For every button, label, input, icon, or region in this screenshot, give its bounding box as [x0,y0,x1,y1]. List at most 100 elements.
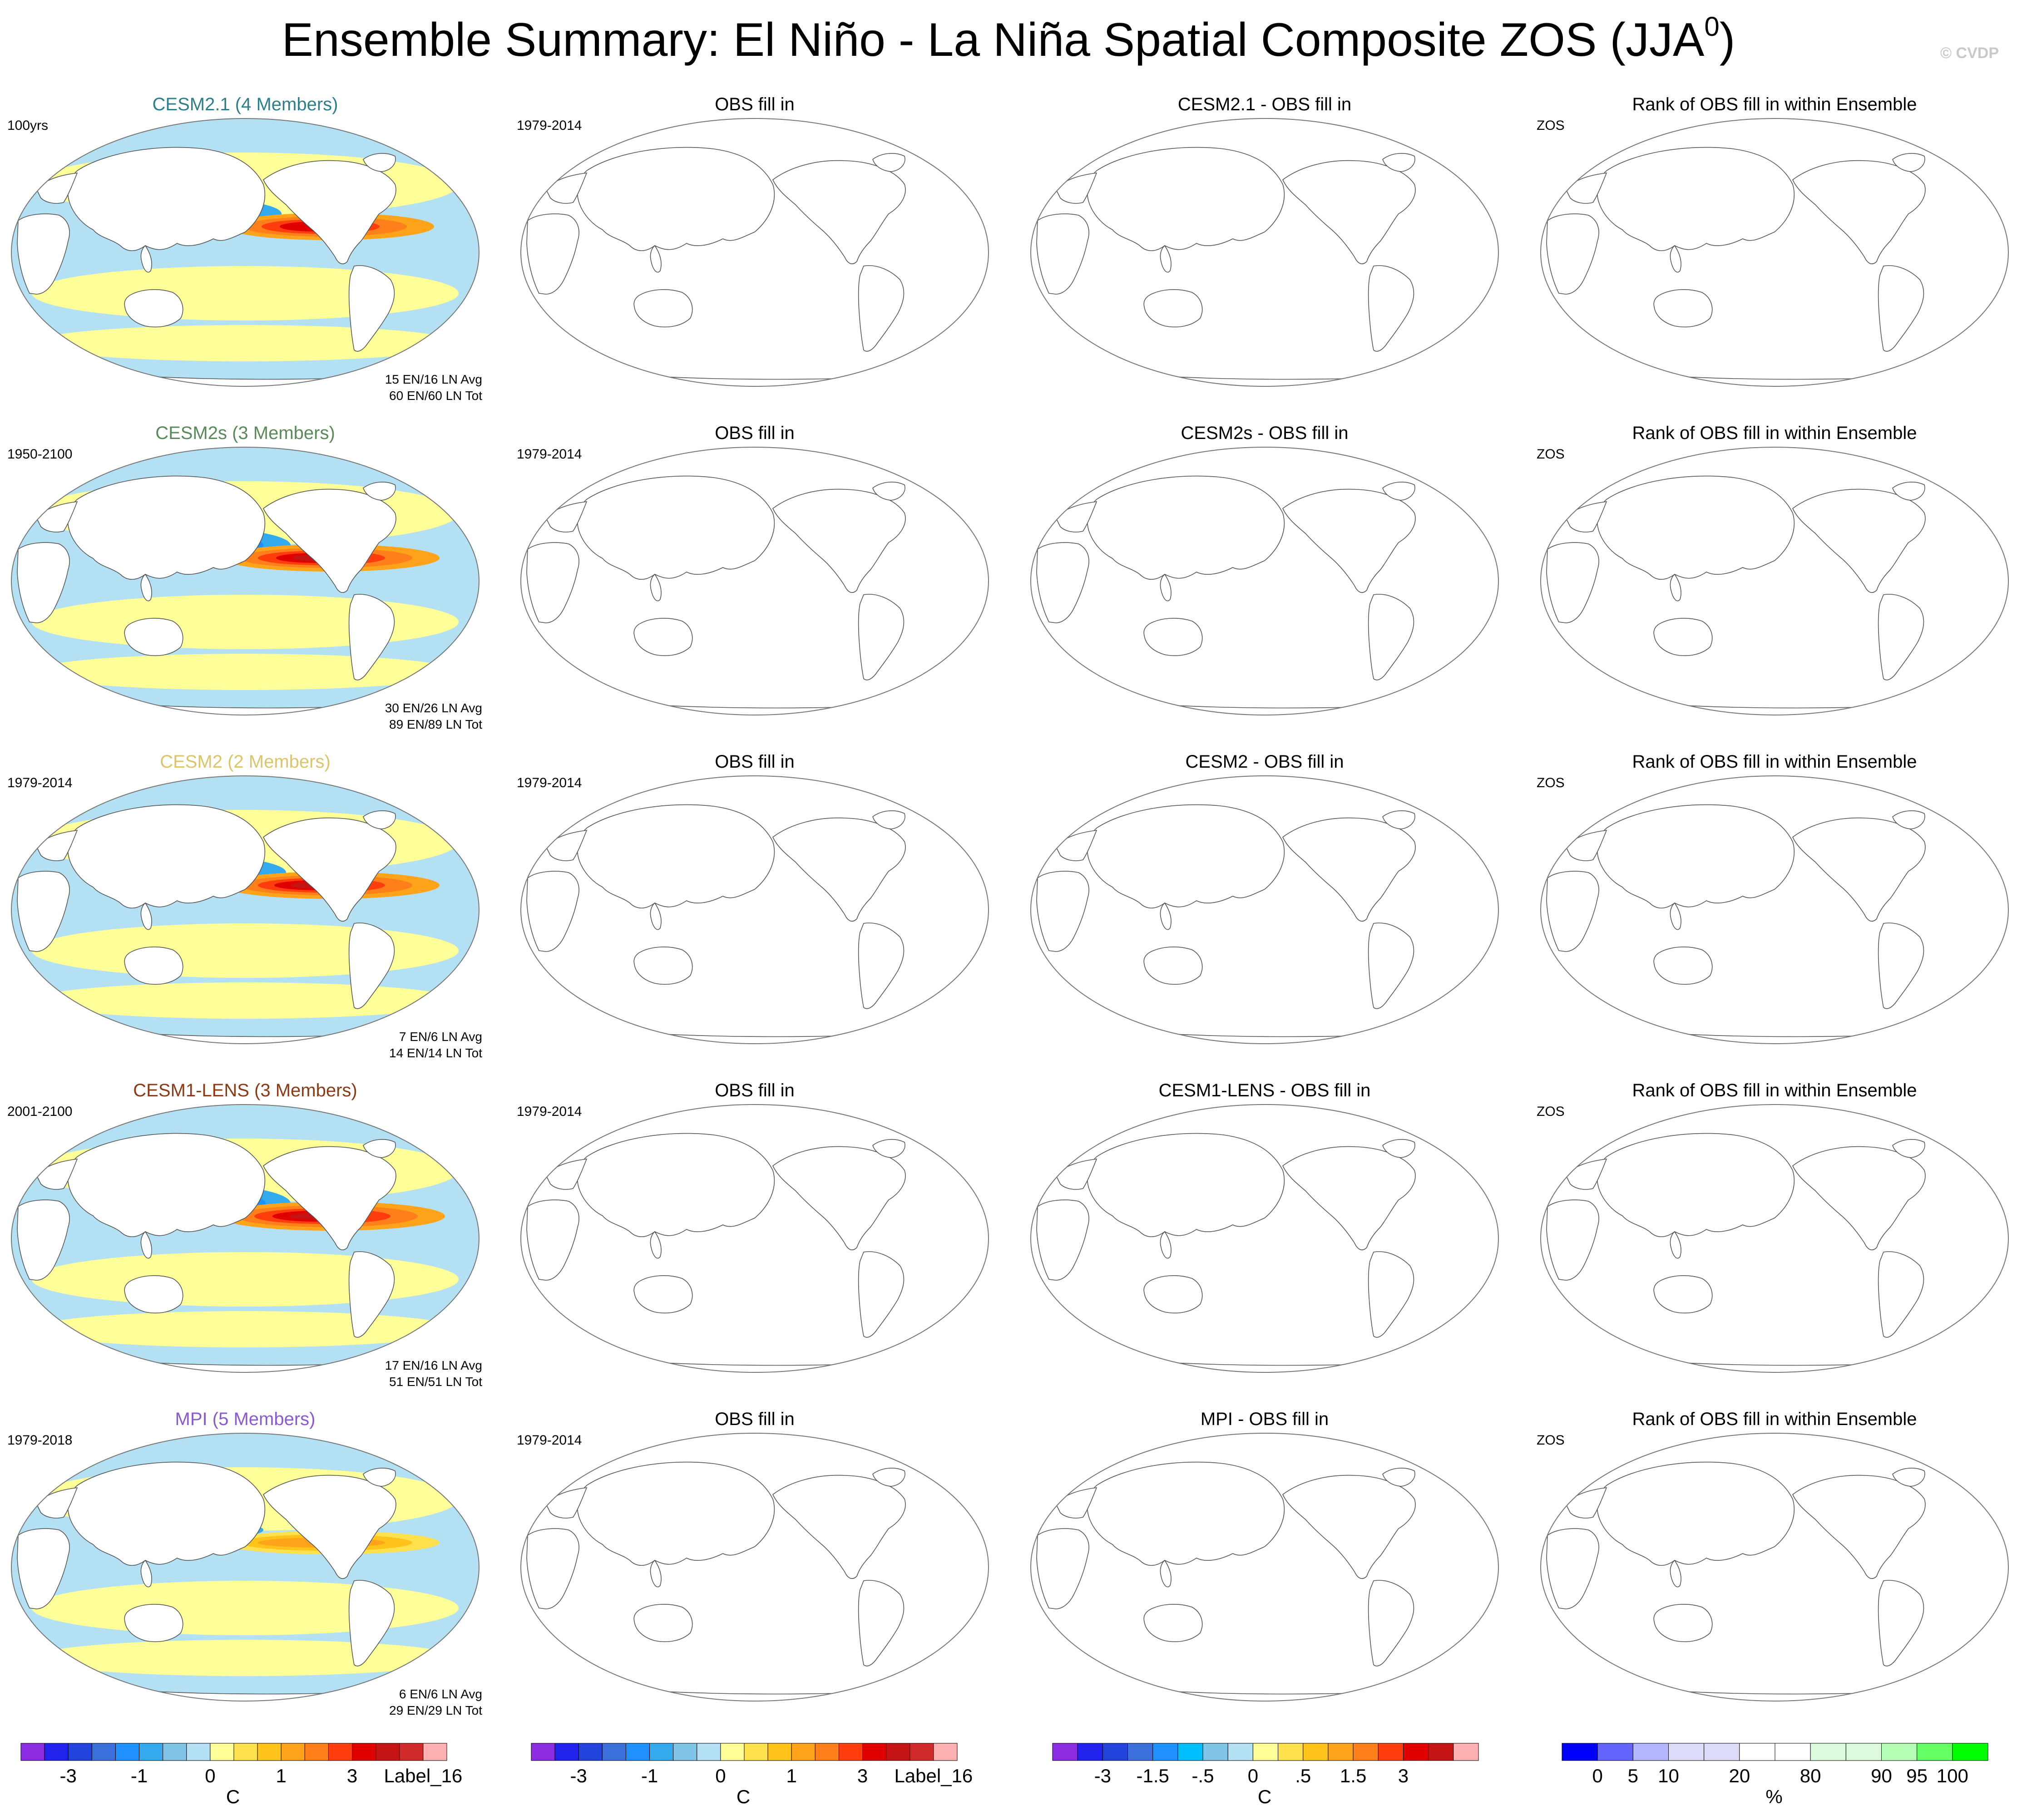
panel-diff-row-2: CESM2s - OBS fill in [1019,422,1510,745]
continent-asia [577,475,775,580]
colorbar-swatch [1102,1743,1128,1761]
panel-diff-row-5: MPI - OBS fill in [1019,1408,1510,1731]
colorbar-2: -3 -1 0 1 3 Label_16 C [530,1742,1021,1815]
event-count-total: 14 EN/14 LN Tot [389,1046,482,1060]
continent-southAmerica [858,1580,905,1667]
colorbar-swatch [281,1743,305,1761]
colorbar-swatch [1202,1743,1228,1761]
colorbar-tick-label: 0 [1247,1765,1259,1786]
cvdp-credit: © CVDP [1940,44,1999,62]
colorbar-swatch [933,1743,958,1761]
continent-southAmerica [1368,265,1414,352]
colorbar-swatch [791,1743,816,1761]
event-count-avg: 7 EN/6 LN Avg [399,1030,482,1044]
colorbar-swatch [886,1743,910,1761]
panel-title: Rank of OBS fill in within Ensemble [1632,752,1917,772]
panel-model-row-3: CESM2 (2 Members) 1979-2014 7 EN/6 LN Avg 1… [0,751,490,1073]
continent-africa [1036,1199,1089,1281]
continent-northAmerica [1792,1475,1926,1579]
continent-greenland [872,810,905,829]
continent-africa [17,871,70,952]
colorbar-swatch [1252,1743,1279,1761]
colorbar-swatches [20,1743,447,1761]
map-boundary [11,447,480,715]
empty-map [520,1433,989,1702]
colorbar-swatch [352,1743,376,1761]
panel-obs-row-2: OBS fill in 1979-2014 [509,422,1000,745]
continent-greenland [872,1139,905,1158]
panel-title: Rank of OBS fill in within Ensemble [1632,94,1917,114]
continent-indochina [140,245,152,273]
continent-greenland [1892,1139,1925,1158]
continent-australia [124,1275,183,1313]
continent-asia [1597,475,1795,580]
continent-indochina [140,1559,152,1588]
panel-period-label: 1979-2014 [517,1433,582,1448]
continent-australia [633,1275,693,1313]
continent-indochina [140,1231,152,1259]
colorbar-tick-label: 100 [1936,1765,1968,1786]
map-boundary [11,1433,480,1702]
continent-northAmerica [1792,160,1926,264]
continent-europe [1565,1159,1607,1190]
continent-europe [1055,173,1097,204]
continent-europe [36,830,78,861]
figure-title-close: ) [1719,14,1735,66]
panel-rank-row-4: Rank of OBS fill in within Ensemble ZOS [1529,1080,2017,1402]
continent-indochina [1160,1231,1172,1259]
colorbar-swatch [1632,1743,1669,1761]
panel-title: OBS fill in [715,94,795,114]
colorbar-swatch [115,1743,140,1761]
anomaly-map [11,447,480,715]
map-boundary [1030,1433,1499,1702]
colorbar-tick-label: 0 [715,1765,726,1786]
continent-southAmerica [348,1251,395,1338]
continent-northAmerica [1282,488,1416,593]
continent-asia [577,147,775,251]
colorbar-tick-label: 90 [1871,1765,1892,1786]
continent-africa [1036,542,1089,623]
figure-title-text: Ensemble Summary: El Niño - La Niña Spat… [282,14,1705,66]
continent-indochina [650,1231,662,1259]
continent-australia [1143,289,1203,327]
continent-greenland [363,810,396,829]
continent-europe [1055,501,1097,533]
map-boundary [1030,447,1499,715]
panel-obs-row-1: OBS fill in 1979-2014 [509,94,1000,416]
event-count-avg: 17 EN/16 LN Avg [385,1358,482,1372]
continent-southAmerica [1368,922,1414,1009]
panel-obs-row-4: OBS fill in 1979-2014 [509,1080,1000,1402]
colorbar-units-label: % [1765,1786,1783,1807]
continent-europe [545,173,588,204]
map-boundary [520,775,989,1044]
continent-southAmerica [1878,1251,1924,1338]
continent-asia [1597,1133,1795,1237]
continent-africa [1546,213,1599,295]
panel-period-label: 100yrs [7,118,49,133]
panel-title: Rank of OBS fill in within Ensemble [1632,1080,1917,1100]
panel-diff-row-4: CESM1-LENS - OBS fill in [1019,1080,1510,1402]
continent-africa [1036,213,1089,295]
event-count-avg: 30 EN/26 LN Avg [385,701,482,715]
continent-southAmerica [858,1251,905,1338]
continent-indochina [1670,1231,1681,1259]
colorbar-tick-label: 20 [1729,1765,1750,1786]
colorbar-swatch [697,1743,721,1761]
continent-asia [67,1133,266,1237]
map-boundary [520,118,989,387]
panel-period-label: ZOS [1537,1104,1565,1119]
continent-africa [17,1528,70,1609]
colorbar-tick-label: 3 [857,1765,868,1786]
colorbar-swatch [44,1743,69,1761]
empty-map [1030,775,1499,1044]
continent-europe [36,173,78,204]
colorbar-swatch [1152,1743,1178,1761]
colorbar-swatch [1428,1743,1454,1761]
colorbar-swatches [531,1743,958,1761]
continent-australia [1653,947,1713,985]
continent-indochina [650,902,662,930]
continent-southAmerica [858,265,905,352]
colorbar-swatch [554,1743,579,1761]
continent-europe [1055,1487,1097,1519]
figure-title: Ensemble Summary: El Niño - La Niña Spat… [0,8,2017,72]
